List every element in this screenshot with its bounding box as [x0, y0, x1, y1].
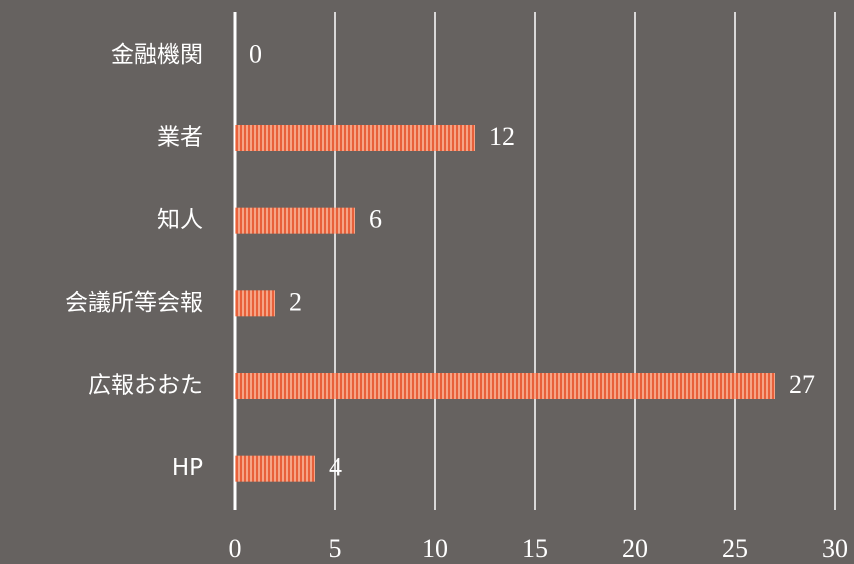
x-tick-label: 0 — [229, 534, 242, 563]
y-tick-label: HP — [172, 455, 203, 481]
bar — [235, 125, 475, 151]
bar — [235, 455, 315, 482]
y-tick-label: 金融機関 — [111, 42, 203, 68]
value-label: 12 — [489, 122, 515, 151]
y-tick-label: 会議所等会報 — [65, 290, 203, 316]
value-label: 6 — [369, 205, 382, 234]
x-tick-label: 25 — [722, 534, 748, 563]
value-label: 4 — [329, 453, 342, 482]
value-label: 2 — [289, 287, 302, 316]
y-tick-label: 広報おおた — [88, 373, 203, 399]
x-tick-label: 20 — [622, 534, 648, 563]
value-label: 0 — [249, 39, 262, 68]
x-tick-label: 15 — [522, 534, 548, 563]
bar — [235, 373, 775, 399]
bar — [235, 290, 275, 317]
x-tick-label: 5 — [329, 534, 342, 563]
x-tick-label: 30 — [822, 534, 848, 563]
bar — [235, 207, 355, 234]
y-tick-label: 知人 — [157, 207, 203, 233]
value-label: 27 — [789, 370, 815, 399]
y-tick-label: 業者 — [157, 125, 203, 151]
x-tick-label: 10 — [422, 534, 448, 563]
